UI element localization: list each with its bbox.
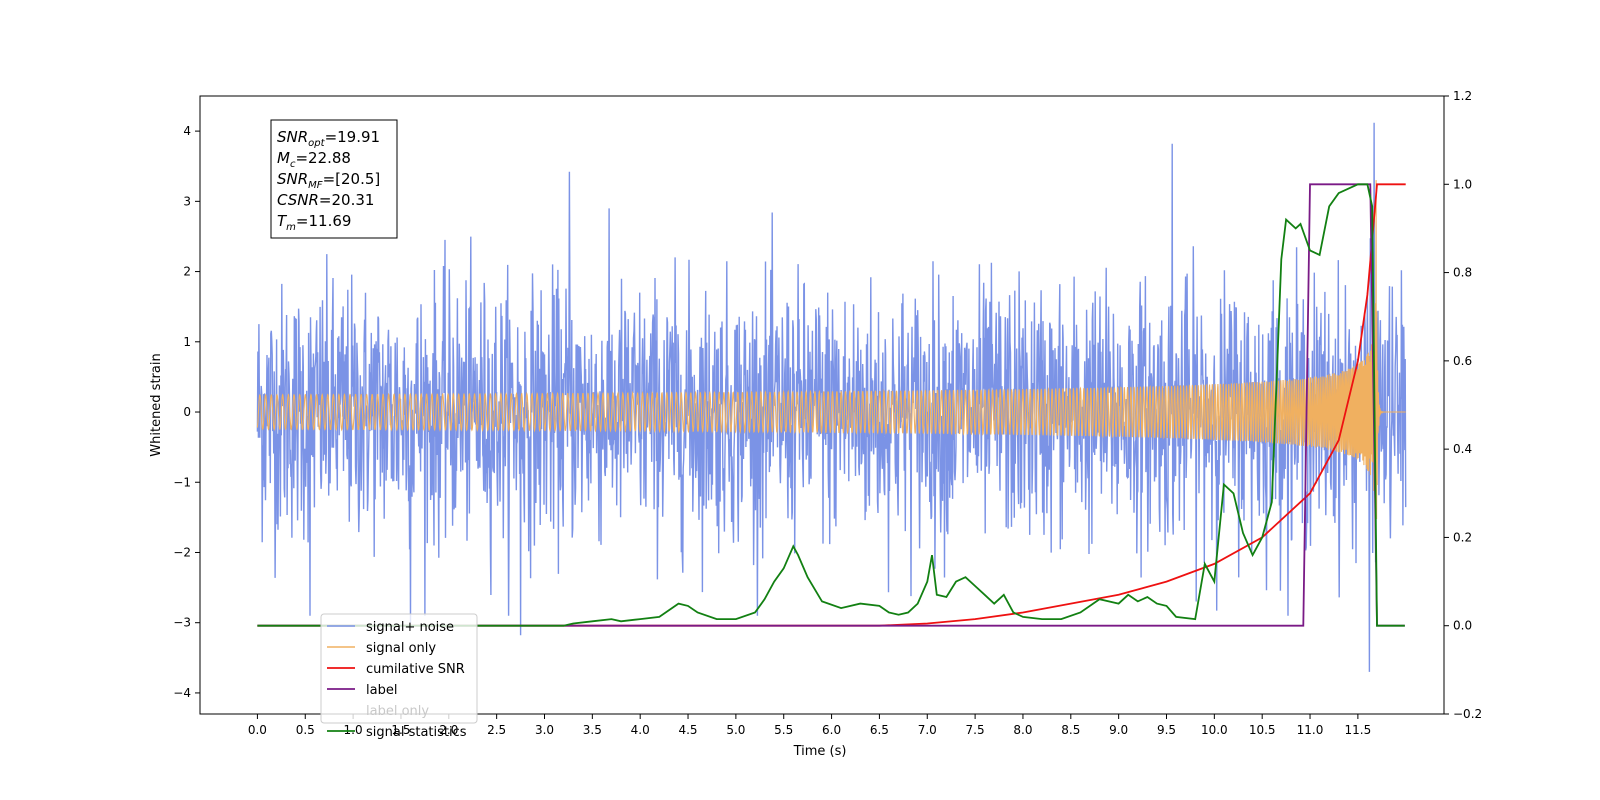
x-axis-label: Time (s) <box>793 744 847 759</box>
x-tick-label: 4.0 <box>631 723 650 737</box>
y-axis-ticks: −4 −3 −2 −1 0 1 2 3 4 <box>173 124 200 700</box>
annotation-line: SNRopt=19.91 <box>277 128 380 149</box>
legend-label: cumilative SNR <box>366 662 465 677</box>
x-tick-label: 3.5 <box>583 723 602 737</box>
y2-axis-ticks: −0.2 0.0 0.2 0.4 0.6 0.8 1.0 1.2 <box>1444 89 1482 721</box>
y-tick-label: −2 <box>173 545 191 559</box>
y-tick-label: 4 <box>183 124 191 138</box>
y2-tick-label: 0.0 <box>1453 619 1472 633</box>
series-line-cumilative-snr <box>257 183 1406 627</box>
y-tick-label: 0 <box>183 405 191 419</box>
y-tick-label: 2 <box>183 265 191 279</box>
x-tick-label: 5.5 <box>774 723 793 737</box>
legend-label: signal+ noise <box>366 620 454 635</box>
x-tick-label: 0.0 <box>248 723 267 737</box>
y2-tick-label: 1.0 <box>1453 177 1472 191</box>
x-tick-label: 0.5 <box>296 723 315 737</box>
plot-area <box>256 122 1407 672</box>
x-axis-ticks: 0.0 0.5 1.0 1.5 2.0 2.5 3.0 3.5 4.0 4.5 5.0 5.5 6.0 6… <box>248 714 1371 737</box>
x-tick-label: 3.0 <box>535 723 554 737</box>
y2-tick-label: −0.2 <box>1453 707 1482 721</box>
legend-label: signal only <box>366 641 436 656</box>
annotation-box: SNRopt=19.91Mc=22.88SNRMF=[20.5]CSNR=20.… <box>270 119 398 239</box>
legend-label: label only <box>366 704 429 719</box>
annotation-line: SNRMF=[20.5] <box>277 170 380 191</box>
x-tick-label: 1.5 <box>391 723 410 737</box>
y-tick-label: 1 <box>183 335 191 349</box>
x-tick-label: 4.5 <box>678 723 697 737</box>
x-tick-label: 2.0 <box>439 723 458 737</box>
legend-label: signal statistics <box>366 725 467 740</box>
series-line-signal-noise <box>256 122 1407 672</box>
x-tick-label: 7.5 <box>966 723 985 737</box>
x-tick-label: 11.5 <box>1345 723 1372 737</box>
y2-tick-label: 0.8 <box>1453 266 1472 280</box>
legend: signal+ noise signal only cumilative SNR la… <box>320 613 478 740</box>
axes-frame <box>199 95 1445 715</box>
y-tick-label: 3 <box>183 194 191 208</box>
y-tick-label: −3 <box>173 616 191 630</box>
annotation-line: Tm=11.69 <box>277 212 351 233</box>
x-tick-label: 10.0 <box>1201 723 1228 737</box>
x-tick-label: 11.0 <box>1297 723 1324 737</box>
x-tick-label: 9.0 <box>1109 723 1128 737</box>
legend-label: label <box>366 683 397 698</box>
x-tick-label: 9.5 <box>1157 723 1176 737</box>
y-tick-label: −1 <box>173 475 191 489</box>
y2-tick-label: 1.2 <box>1453 89 1472 103</box>
series-line-signal-statistics <box>257 183 1405 627</box>
x-tick-label: 8.5 <box>1061 723 1080 737</box>
annotation-line: Mc=22.88 <box>277 149 351 170</box>
x-tick-label: 1.0 <box>344 723 363 737</box>
x-tick-label: 6.0 <box>822 723 841 737</box>
annotation-line: CSNR=20.31 <box>277 191 374 209</box>
x-tick-label: 10.5 <box>1249 723 1276 737</box>
y2-tick-label: 0.2 <box>1453 530 1472 544</box>
series-line-signal-only <box>256 180 1406 520</box>
y2-tick-label: 0.4 <box>1453 442 1472 456</box>
y2-tick-label: 0.6 <box>1453 354 1472 368</box>
x-tick-label: 8.0 <box>1013 723 1032 737</box>
x-tick-label: 7.0 <box>918 723 937 737</box>
y-axis-label: Whitened strain <box>149 353 164 456</box>
y-tick-label: −4 <box>173 686 191 700</box>
x-tick-label: 5.0 <box>726 723 745 737</box>
x-tick-label: 6.5 <box>870 723 889 737</box>
x-tick-label: 2.5 <box>487 723 506 737</box>
